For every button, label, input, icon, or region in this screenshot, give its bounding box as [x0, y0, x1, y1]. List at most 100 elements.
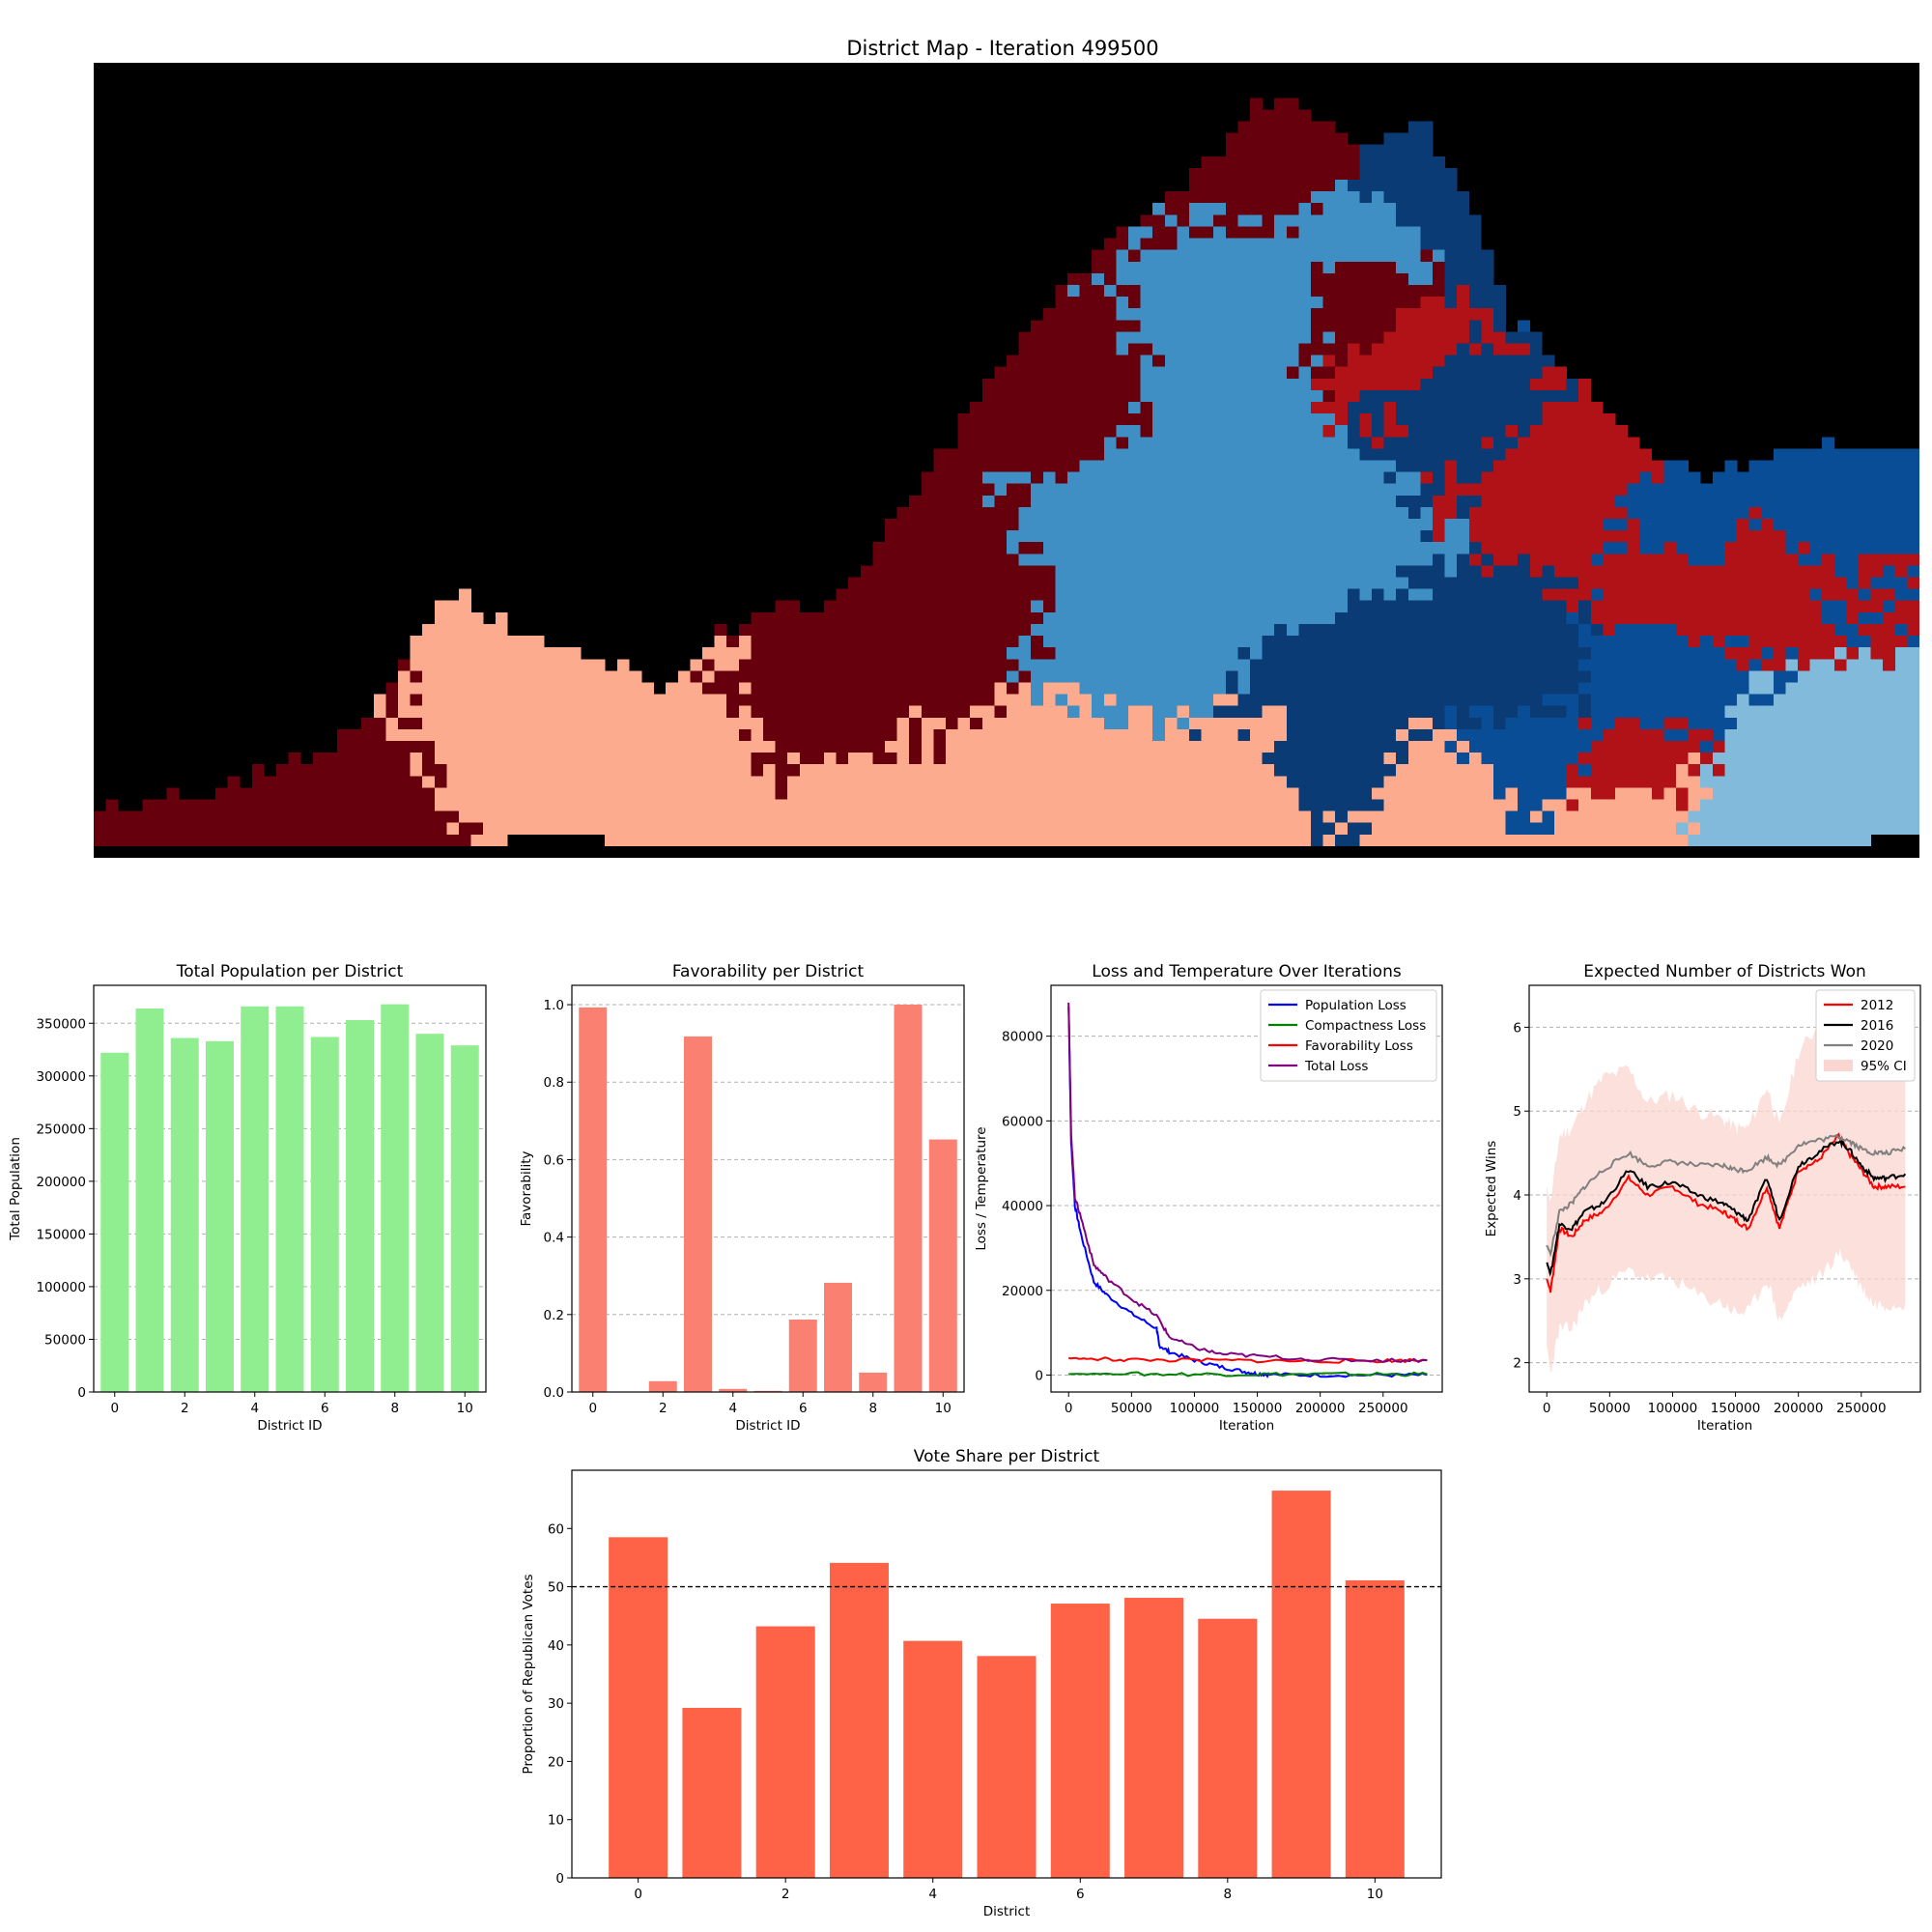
bar-district-9: [415, 1034, 444, 1392]
y-tick-label: 80000: [1002, 1030, 1043, 1045]
y-tick-label: 10: [548, 1813, 564, 1829]
chart-title: Loss and Temperature Over Iterations: [1092, 962, 1402, 981]
y-tick-label: 0.0: [544, 1385, 564, 1401]
x-tick-label: 10: [935, 1401, 952, 1416]
y-tick-label: 60: [548, 1521, 564, 1537]
bar-district-2: [755, 1626, 815, 1878]
y-axis-label: Total Population: [8, 1137, 23, 1241]
legend-label: 95% CI: [1861, 1059, 1907, 1074]
legend-label: Population Loss: [1305, 998, 1406, 1013]
y-tick-label: 50: [548, 1580, 564, 1596]
plot-frame: [1050, 984, 1443, 1393]
y-tick-label: 150000: [36, 1227, 86, 1242]
chart-title: Total Population per District: [176, 962, 404, 981]
x-tick-label: 10: [1367, 1887, 1383, 1902]
x-tick-label: 0: [634, 1887, 642, 1902]
bar-district-2: [648, 1380, 677, 1392]
x-tick-label: 200000: [1774, 1401, 1824, 1416]
y-tick-label: 5: [1513, 1104, 1521, 1120]
map-cells: [94, 98, 1919, 847]
bar-district-4: [903, 1640, 963, 1878]
vote-share-chart: Vote Share per District 0 10 20 30 40 50 60 0 2 4 6…: [521, 1447, 1442, 1919]
y-tick-label: 200000: [36, 1175, 86, 1190]
x-tick-label: 0: [588, 1401, 597, 1416]
x-axis-label: District ID: [735, 1418, 800, 1434]
map-title: District Map - Iteration 499500: [846, 37, 1158, 60]
bar-district-10: [450, 1045, 479, 1392]
x-tick-label: 50000: [1589, 1401, 1631, 1416]
bar-district-3: [829, 1562, 889, 1878]
y-tick-label: 0: [1035, 1368, 1043, 1383]
y-tick-label: 20000: [1002, 1284, 1043, 1299]
x-tick-label: 4: [728, 1401, 737, 1416]
x-tick-label: 2: [181, 1401, 189, 1416]
x-tick-label: 6: [1076, 1887, 1085, 1902]
legend-label: Favorability Loss: [1305, 1038, 1413, 1054]
x-tick-label: 100000: [1170, 1401, 1220, 1416]
plot-frame: [571, 984, 965, 1393]
x-tick-label: 10: [457, 1401, 473, 1416]
legend-label: 2016: [1861, 1018, 1893, 1034]
series-line-total-loss: [1067, 1002, 1428, 1364]
x-tick-label: 8: [868, 1401, 877, 1416]
bar-district-3: [206, 1040, 234, 1392]
chart-title: Vote Share per District: [914, 1447, 1100, 1466]
bar-district-6: [1050, 1604, 1110, 1878]
bar-district-5: [275, 1006, 304, 1392]
bar-district-8: [859, 1372, 888, 1392]
x-tick-label: 2: [781, 1887, 790, 1902]
y-tick-label: 0: [555, 1871, 564, 1887]
legend: [1815, 989, 1916, 1082]
y-tick-label: 100000: [36, 1280, 86, 1295]
legend-label: 2012: [1861, 998, 1893, 1013]
x-axis-label: Iteration: [1697, 1418, 1752, 1434]
bar-district-6: [310, 1037, 339, 1392]
y-tick-label: 2: [1513, 1356, 1521, 1372]
y-axis-label: Favorability: [519, 1151, 534, 1227]
legend-swatch: [1824, 1060, 1853, 1071]
y-tick-label: 350000: [36, 1016, 86, 1032]
y-axis-label: Loss / Temperature: [974, 1126, 989, 1250]
y-tick-label: 0.4: [544, 1231, 564, 1246]
plot-frame: [93, 984, 487, 1393]
bar-district-7: [346, 1019, 374, 1392]
x-tick-label: 2: [659, 1401, 668, 1416]
legend: [1260, 989, 1437, 1082]
series-line-compactness-loss: [1068, 1371, 1428, 1378]
series-line-2012: [1546, 1132, 1906, 1293]
y-tick-label: 40: [548, 1638, 564, 1654]
bar-district-5: [753, 1390, 782, 1392]
bar-district-9: [1271, 1491, 1331, 1878]
x-tick-label: 150000: [1711, 1401, 1761, 1416]
y-tick-label: 40000: [1002, 1199, 1043, 1214]
y-tick-label: 300000: [36, 1069, 86, 1085]
x-axis-label: Iteration: [1219, 1418, 1274, 1434]
y-tick-label: 50000: [44, 1332, 86, 1348]
y-axis-label: Expected Wins: [1484, 1141, 1499, 1237]
ci-band: [1547, 1015, 1906, 1373]
y-tick-label: 3: [1513, 1272, 1521, 1288]
expected-wins-chart: Expected Number of Districts Won 2 3 4 5 6 0 50…: [1484, 962, 1921, 1434]
series-line-2020: [1546, 1133, 1907, 1258]
x-tick-label: 150000: [1233, 1401, 1283, 1416]
chart-title: Favorability per District: [672, 962, 865, 981]
bar-district-3: [684, 1036, 712, 1392]
bar-district-0: [100, 1052, 129, 1392]
x-tick-label: 100000: [1648, 1401, 1698, 1416]
bar-district-0: [579, 1007, 608, 1392]
bar-district-1: [682, 1707, 742, 1878]
x-axis-label: District ID: [257, 1418, 322, 1434]
y-tick-label: 30: [548, 1696, 564, 1712]
population-chart: Total Population per District 0 50000 10000…: [8, 962, 487, 1434]
loss-chart: Loss and Temperature Over Iterations 0 200…: [974, 962, 1443, 1434]
bar-district-5: [977, 1656, 1037, 1878]
favorability-chart: Favorability per District 0.0 0.2 0.4 0.6 0.8…: [519, 962, 965, 1434]
y-tick-label: 1.0: [544, 998, 564, 1013]
y-tick-label: 6: [1513, 1020, 1521, 1036]
x-tick-label: 250000: [1358, 1401, 1408, 1416]
y-tick-label: 0.8: [544, 1075, 564, 1091]
y-tick-label: 0.6: [544, 1152, 564, 1168]
x-tick-label: 6: [799, 1401, 808, 1416]
y-tick-label: 0: [77, 1385, 86, 1401]
x-tick-label: 4: [928, 1887, 937, 1902]
